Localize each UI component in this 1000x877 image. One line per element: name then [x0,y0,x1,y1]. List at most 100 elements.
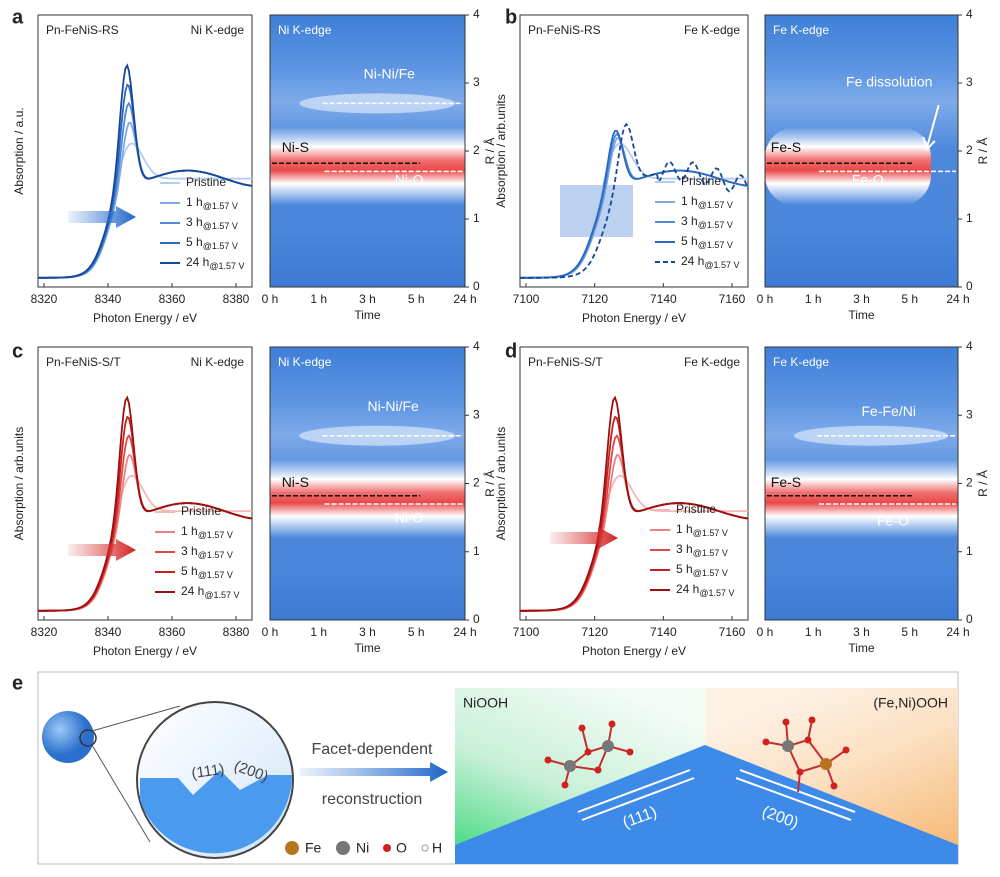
map-annotation: Ni-S [282,474,309,490]
map-band [270,459,465,539]
panel-label: b [505,6,517,28]
legend-label: 1 h@1.57 V [186,195,238,211]
x-tick-label: 7120 [581,292,608,306]
r-tick-label: 2 [966,476,973,490]
time-tick-label: 24 h [453,292,476,306]
r-tick-label: 4 [966,7,973,21]
plot-frame [519,14,749,288]
map-x-label: Time [354,641,381,655]
edge-label: Fe K-edge [684,23,740,37]
map-annotation: Ni-O [395,510,424,526]
molecule [544,720,634,789]
legend-label: 3 h@1.57 V [181,544,233,560]
legend-text: 3 h [676,542,693,556]
r-tick-label: 2 [966,143,973,157]
map-x-label: Time [848,308,875,322]
legend-subscript: @1.57 V [698,220,733,230]
map-highlight [299,425,456,446]
x-tick-label: 8320 [31,292,58,306]
x-tick-label: 7100 [513,625,540,639]
y-axis-label: Absorption / arb.units [494,427,508,540]
x-axis-label: Photon Energy / eV [582,311,686,325]
r-tick-label: 1 [473,211,480,225]
map-x-label: Time [848,641,875,655]
time-tick-label: 3 h [853,292,870,306]
time-tick-label: 1 h [310,292,327,306]
x-tick-label: 8360 [159,625,186,639]
edge-label: Ni K-edge [191,23,245,37]
legend-label: 24 h@1.57 V [676,582,735,598]
x-tick-label: 8380 [223,625,250,639]
legend-label: 5 h@1.57 V [681,234,733,250]
r-tick-label: 1 [473,544,480,558]
legend-text: 3 h [186,215,203,229]
time-tick-label: 0 h [262,292,279,306]
map-annotation: Ni-S [282,139,309,155]
map-edge-label: Ni K-edge [278,23,332,37]
legend-text: Pristine [181,504,221,518]
arrow [68,539,136,561]
legend-subscript: @1.57 V [693,568,728,578]
time-tick-label: 5 h [901,292,918,306]
x-tick-label: 7160 [719,292,746,306]
legend-label: 3 h@1.57 V [186,215,238,231]
molecule [762,716,850,793]
map-y-label: R / Å [482,470,497,497]
legend-subscript: @1.57 V [204,590,239,600]
time-tick-label: 24 h [453,625,476,639]
legend-subscript: @1.57 V [693,548,728,558]
map-annotation: Fe-Fe/Ni [862,403,916,419]
spectrum [38,121,253,279]
r-tick-label: 3 [473,75,480,89]
legend-text: 5 h [186,235,203,249]
time-tick-label: 3 h [853,625,870,639]
legend-text: 1 h [186,195,203,209]
map-band [765,459,958,539]
time-tick-label: 3 h [359,625,376,639]
map-band [270,127,465,206]
arrow [68,206,136,228]
zoom-spot [79,729,97,747]
x-axis-label: Photon Energy / eV [582,644,686,658]
legend-label: Pristine [181,504,221,518]
time-tick-label: 0 h [262,625,279,639]
r-tick-label: 2 [473,143,480,157]
r-tick-label: 0 [473,279,480,293]
legend-subscript: @1.57 V [704,260,739,270]
legend-label: 24 h@1.57 V [681,254,740,270]
legend-text: 3 h [681,214,698,228]
x-tick-label: 8340 [95,292,122,306]
legend-text: 24 h [186,255,209,269]
r-tick-label: 3 [966,407,973,421]
legend-text: Pristine [186,175,226,189]
map-annotation: Ni-Ni/Fe [368,398,420,414]
sample-name: Pn-FeNiS-S/T [528,355,603,369]
legend-label: 24 h@1.57 V [181,584,240,600]
arrow-label: reconstruction [322,791,423,808]
map-annotation: Fe-O [852,172,884,188]
legend-label: 5 h@1.57 V [181,564,233,580]
legend-label: 3 h@1.57 V [676,542,728,558]
time-tick-label: 24 h [946,625,969,639]
legend-subscript: @1.57 V [203,201,238,211]
time-tick-label: 0 h [757,292,774,306]
map-band [765,127,931,206]
legend-label: O [396,840,407,856]
legend-label: 1 h@1.57 V [676,522,728,538]
legend-label: Ni [356,840,369,856]
x-tick-label: 7140 [650,292,677,306]
r-tick-label: 0 [473,612,480,626]
facet-lines [577,769,856,821]
sample-name: Pn-FeNiS-S/T [46,355,121,369]
r-tick-label: 1 [966,544,973,558]
r-tick-label: 0 [966,279,973,293]
legend-label: Pristine [676,502,716,516]
r-tick-label: 1 [966,211,973,225]
time-tick-label: 24 h [946,292,969,306]
time-tick-label: 0 h [757,625,774,639]
legend-text: 5 h [676,562,693,576]
map-annotation: Fe dissolution [846,74,932,90]
legend-label: Pristine [681,174,721,188]
map-annotation: Fe-O [877,512,909,528]
map-edge-label: Ni K-edge [278,355,332,369]
